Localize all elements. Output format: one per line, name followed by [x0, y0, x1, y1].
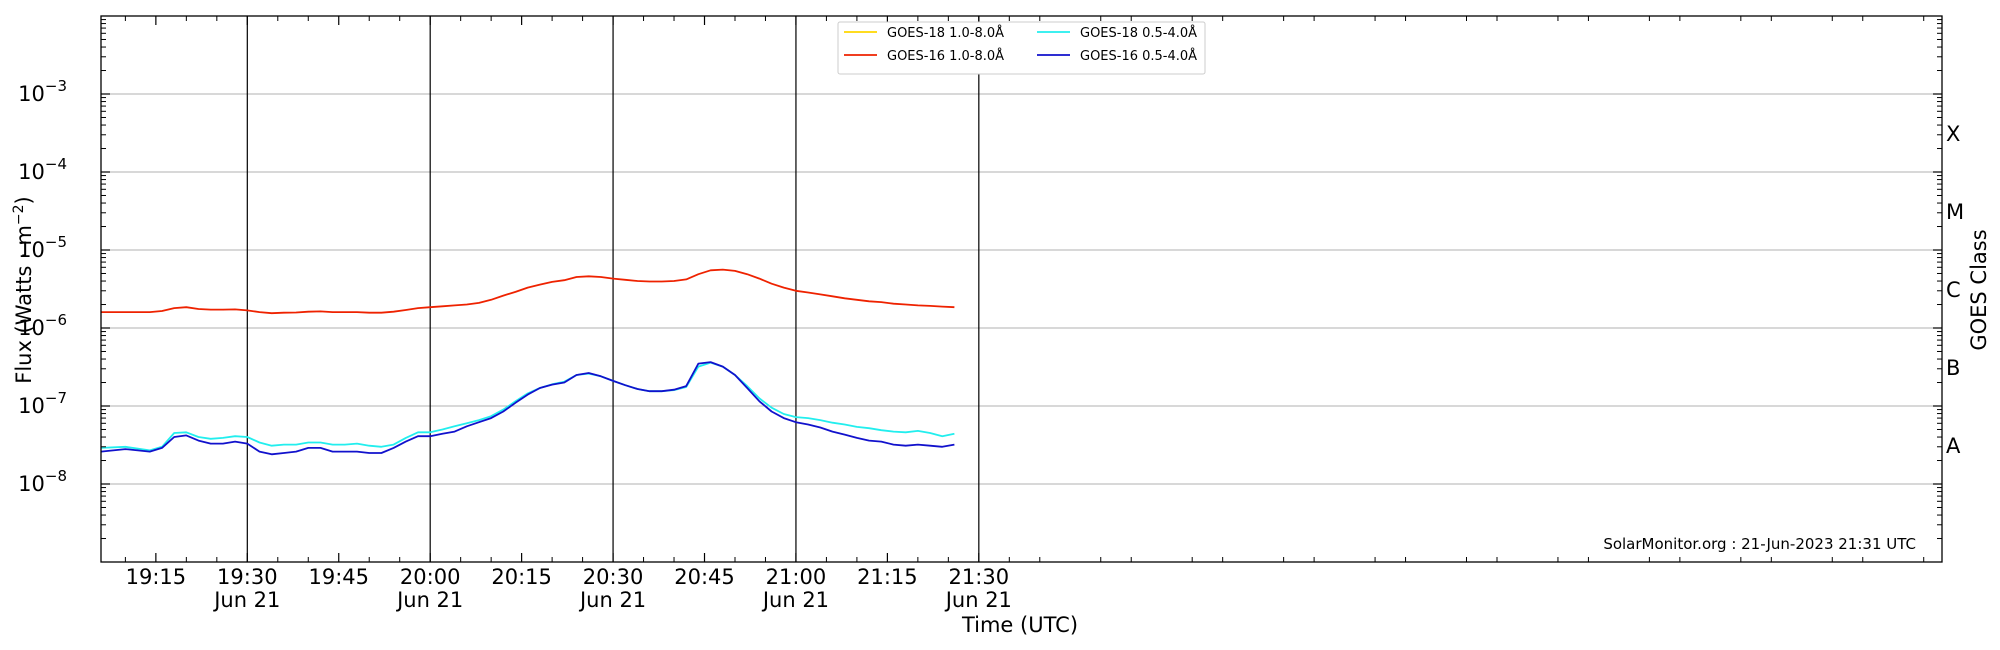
x-tick-label: 21:15 [857, 565, 918, 589]
y-tick-label: 10−8 [18, 467, 67, 496]
series-line-3 [100, 361, 955, 456]
goes-class-labels: A B C M X [1946, 122, 1964, 458]
legend-label-3: GOES-16 0.5-4.0Å [1080, 48, 1197, 64]
x-axis-label: Time (UTC) [961, 613, 1078, 637]
series-layer [100, 268, 955, 456]
y-tick-label: 10−3 [18, 77, 67, 106]
goes-class-m: M [1946, 200, 1964, 224]
grid-layer [101, 93, 1942, 485]
goes-class-a: A [1946, 434, 1961, 458]
legend-label-2: GOES-18 0.5-4.0Å [1080, 25, 1197, 41]
y-tick-label: 10−6 [18, 311, 67, 340]
goes-class-b: B [1946, 356, 1960, 380]
x-tick-date-label: Jun 21 [944, 588, 1012, 612]
series-line-1 [101, 268, 955, 315]
plot-frame [100, 15, 1943, 563]
x-tick-label: 20:45 [674, 565, 735, 589]
x-tick-label: 21:30 [949, 565, 1010, 589]
x-tick-date-label: Jun 21 [212, 588, 280, 612]
y-axis-ticks: 10−8 10−7 10−6 10−5 10−4 10−3 [18, 19, 1942, 540]
credit-text: SolarMonitor.org : 21-Jun-2023 21:31 UTC [1603, 535, 1916, 553]
y-tick-label: 10−7 [18, 389, 67, 418]
y-tick-label: 10−5 [18, 233, 67, 262]
x-tick-date-label: Jun 21 [761, 588, 829, 612]
x-tick-date-label: Jun 21 [395, 588, 463, 612]
goes-class-c: C [1946, 278, 1961, 302]
date-boundary-lines [246, 16, 980, 562]
x-tick-label: 19:30 [217, 565, 278, 589]
y-tick-label: 10−4 [18, 155, 67, 184]
y2-axis-label: GOES Class [1967, 229, 1991, 350]
x-tick-label: 21:00 [766, 565, 827, 589]
x-tick-label: 20:30 [583, 565, 644, 589]
legend-label-0: GOES-18 1.0-8.0Å [887, 25, 1004, 41]
x-tick-label: 20:15 [491, 565, 552, 589]
x-tick-label: 19:15 [126, 565, 187, 589]
x-tick-label: 20:00 [400, 565, 461, 589]
x-tick-label: 19:45 [308, 565, 369, 589]
legend: GOES-18 1.0-8.0Å GOES-16 1.0-8.0Å GOES-18 … [837, 21, 1206, 75]
goes-class-x: X [1946, 122, 1960, 146]
legend-label-1: GOES-16 1.0-8.0Å [887, 48, 1004, 64]
y-axis-label: Flux (Watts · m−2) [11, 196, 36, 384]
x-tick-date-label: Jun 21 [578, 588, 646, 612]
legend-box [837, 21, 1206, 75]
